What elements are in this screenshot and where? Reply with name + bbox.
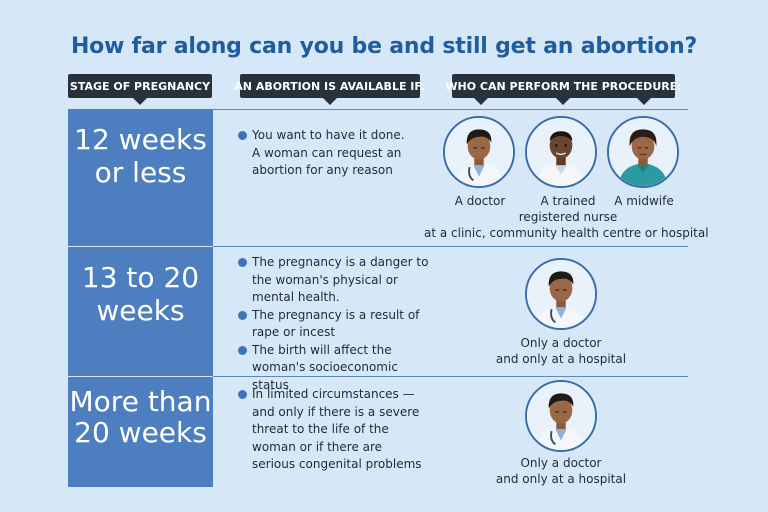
stage-text: 20 weeks [74,416,207,449]
provider-caption-row-2: Only a doctor and only at a hospital [490,335,632,367]
header-pointer-doctor [474,98,488,105]
stage-cell-row-1: 12 weeks or less [68,109,213,246]
bullet-icon [238,131,247,140]
provider-caption-nurse: A trained registered nurse [500,193,636,225]
condition-text: In limited circumstances — and only if t… [252,387,422,471]
nurse-portrait-icon [525,116,597,188]
doctor-portrait-icon [525,258,597,330]
header-abortion-available: AN ABORTION IS AVAILABLE IF: [234,74,426,105]
midwife-portrait-icon [607,116,679,188]
stage-text: weeks [96,294,185,327]
condition-text: The pregnancy is a danger to the woman's… [252,255,429,304]
bullet-icon [238,258,247,267]
condition-text: The birth will affect the woman's socioe… [252,342,398,392]
conditions-row-1: You want to have it done. A woman can re… [238,127,408,180]
doctor-portrait-icon [443,116,515,188]
bullet-icon [238,310,247,320]
provider-location: at a clinic, community health centre or … [424,226,709,240]
row-divider [213,376,688,377]
page-title: How far along can you be and still get a… [70,34,698,59]
condition-item: The pregnancy is a danger to the woman's… [238,254,433,307]
conditions-row-3: In limited circumstances — and only if t… [238,386,428,474]
condition-text: You want to have it done. A woman can re… [252,128,405,177]
header-pointer [133,98,147,105]
provider-caption-line: A trained [540,194,596,208]
header-pointer [556,98,570,105]
row-divider [213,109,688,110]
condition-item: In limited circumstances — and only if t… [238,386,428,474]
condition-item: You want to have it done. A woman can re… [238,127,408,180]
provider-caption-line: and only at a hospital [495,472,627,486]
provider-caption-doctor: A doctor [454,194,506,208]
stage-text: 13 to 20 [81,261,200,294]
conditions-row-2: The pregnancy is a danger to the woman's… [238,254,433,394]
header-available-label: AN ABORTION IS AVAILABLE IF: [234,79,426,93]
bullet-icon [238,345,247,355]
stage-text: 12 weeks [74,123,207,156]
header-who-label: WHO CAN PERFORM THE PROCEDURE: [445,79,682,93]
condition-text: The pregnancy is a result of rape or inc… [252,307,420,340]
header-who-can-perform: WHO CAN PERFORM THE PROCEDURE: [445,74,682,105]
header-stage-of-pregnancy: STAGE OF PREGNANCY [68,74,212,105]
stage-text: or less [94,156,187,189]
header-pointer-midwife [637,98,651,105]
bullet-icon [238,390,247,399]
doctor-portrait-icon [525,380,597,452]
provider-caption-row-3: Only a doctor and only at a hospital [490,455,632,487]
stage-cell-row-2: 13 to 20 weeks [68,247,213,376]
provider-caption-line: and only at a hospital [495,352,627,366]
provider-caption-line: Only a doctor [520,336,602,350]
row-divider [213,246,688,247]
stage-cell-row-3: More than 20 weeks [68,377,213,487]
condition-item: The pregnancy is a result of rape or inc… [238,307,433,342]
provider-caption-line: Only a doctor [520,456,602,470]
header-pointer [323,98,337,105]
stage-text: More than [69,385,212,418]
condition-item: The birth will affect the woman's socioe… [238,342,433,395]
header-stage-label: STAGE OF PREGNANCY [69,79,211,93]
provider-caption-midwife: A midwife [614,194,674,208]
provider-caption-line: registered nurse [518,210,618,224]
